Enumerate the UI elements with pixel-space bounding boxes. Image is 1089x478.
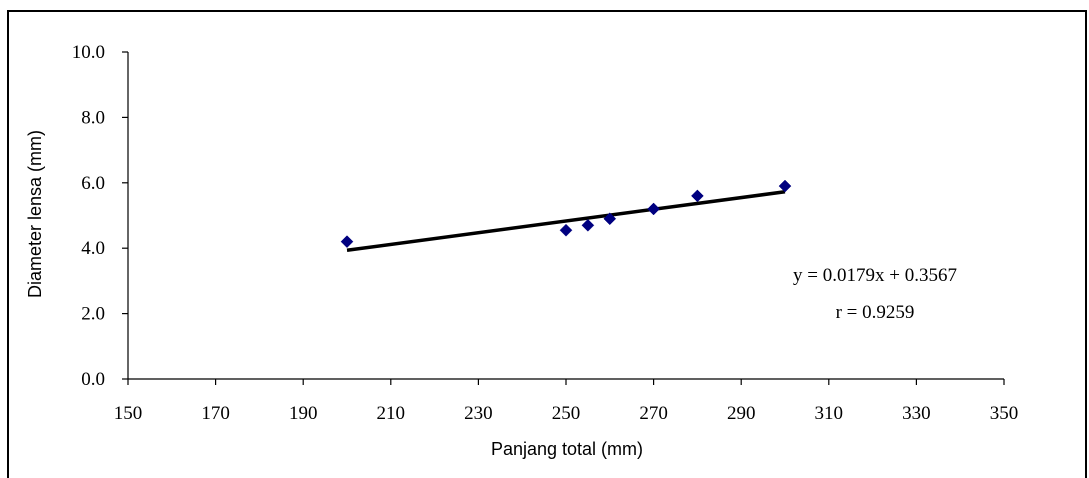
- x-tick-label: 310: [815, 403, 844, 424]
- x-tick-label: 150: [114, 403, 143, 424]
- x-tick-label: 190: [289, 403, 318, 424]
- correlation-coefficient: r = 0.9259: [836, 302, 915, 323]
- x-tick-label: 170: [201, 403, 230, 424]
- axes: [127, 52, 1004, 380]
- data-point: [691, 189, 704, 203]
- x-axis-title: Panjang total (mm): [491, 439, 643, 459]
- regression-equation: y = 0.0179x + 0.3567: [793, 265, 957, 286]
- x-tick-label: 270: [639, 403, 668, 424]
- chart-frame: [7, 10, 1087, 478]
- data-point: [647, 202, 660, 216]
- x-tick-label: 210: [377, 403, 406, 424]
- y-tick-label: 6.0: [81, 173, 105, 194]
- trendline: [346, 190, 786, 253]
- x-tick-label: 230: [464, 403, 493, 424]
- y-tick-label: 2.0: [81, 304, 105, 325]
- data-points: [340, 179, 792, 249]
- data-point: [340, 235, 354, 249]
- y-tick-label: 4.0: [81, 238, 105, 259]
- y-ticks: 0.0 2.0 4.0 6.0 8.0 10.0: [72, 42, 128, 390]
- data-point: [559, 223, 573, 237]
- x-tick-label: 250: [552, 403, 581, 424]
- x-tick-label: 350: [990, 403, 1019, 424]
- x-tick-label: 330: [902, 403, 931, 424]
- y-tick-label: 0.0: [81, 369, 105, 390]
- data-point: [581, 218, 595, 232]
- data-point: [603, 212, 617, 226]
- data-point: [778, 179, 792, 193]
- y-tick-label: 8.0: [81, 107, 105, 128]
- x-tick-label: 290: [727, 403, 756, 424]
- y-tick-label: 10.0: [72, 42, 105, 63]
- y-axis-title: Diameter lensa (mm): [25, 130, 45, 298]
- trendline-group: [346, 190, 786, 253]
- x-ticks: 150 170 190 210 230 250 270 290 310 330 350: [114, 379, 1019, 424]
